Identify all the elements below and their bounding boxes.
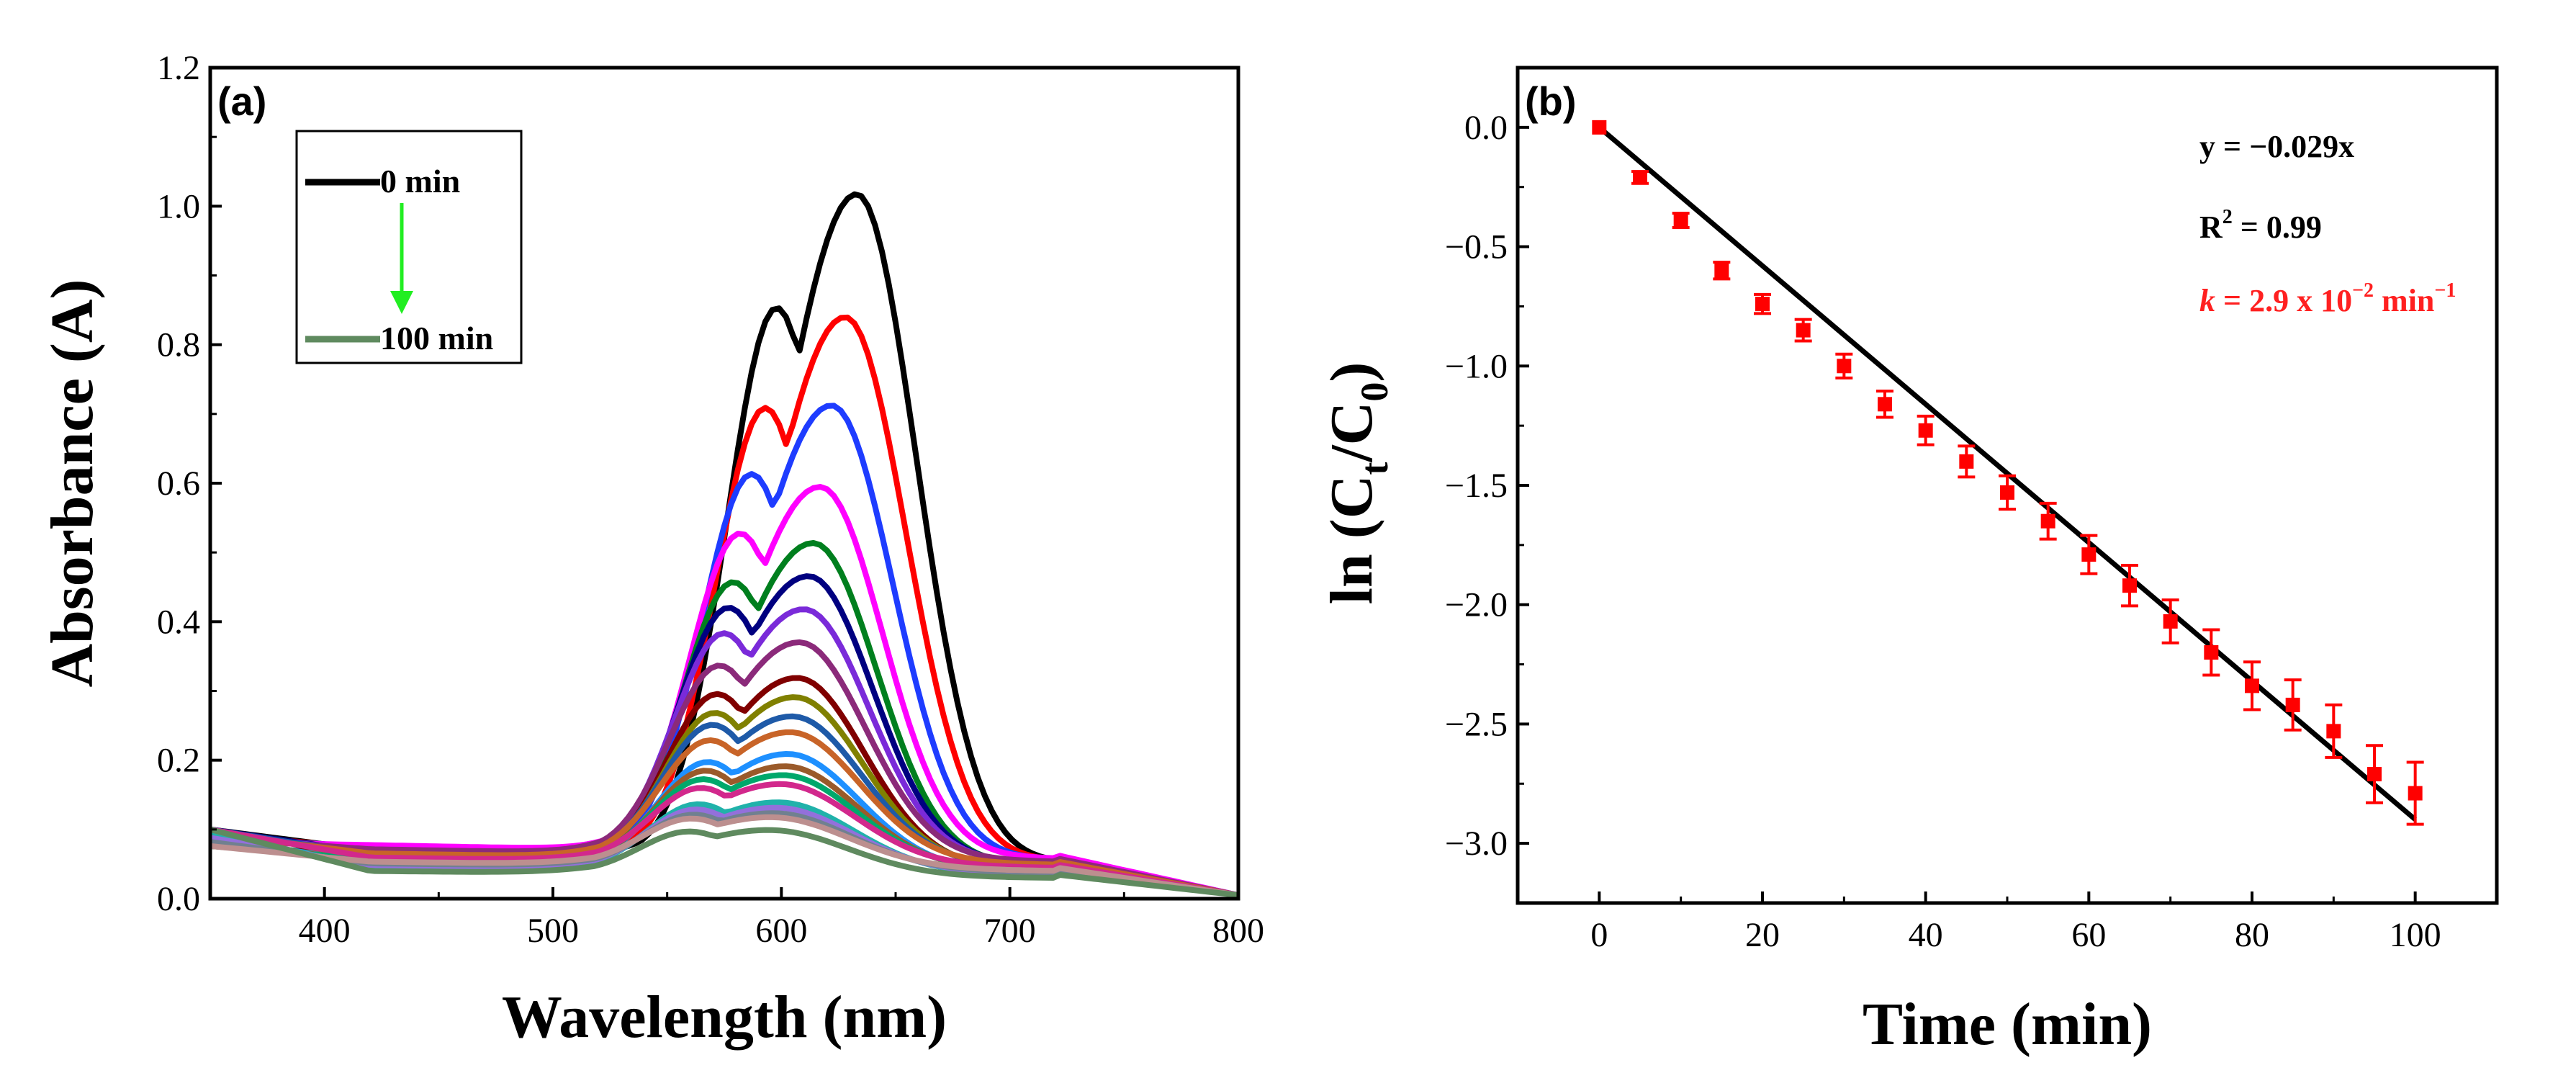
y-tick-label: 0.8 (157, 326, 200, 364)
rate-constant-unit: min (2374, 283, 2434, 318)
y-tick-label: −2.0 (1445, 586, 1508, 624)
rate-constant: k = 2.9 x 10−2 min−1 (2199, 279, 2456, 318)
y-tick-label: −0.5 (1445, 228, 1508, 266)
x-tick-label: 0 (1590, 916, 1608, 954)
data-point (1878, 397, 1892, 412)
data-point (2122, 578, 2137, 593)
legend-label-0min: 0 min (380, 163, 460, 199)
r-squared-sup: 2 (2223, 206, 2233, 228)
y-tick-label: −3.0 (1445, 825, 1508, 863)
y-tick-label: 1.2 (157, 49, 200, 87)
data-point (1755, 297, 1770, 312)
data-point (1959, 454, 1974, 469)
data-point (2245, 678, 2259, 693)
panel-a-x-axis-label: Wavelength (nm) (502, 984, 947, 1051)
legend-arrow-down-icon (390, 291, 413, 314)
data-point (1918, 423, 1933, 438)
fit-equation: y = −0.029x (2199, 129, 2354, 164)
linear-fit-line (1598, 125, 2417, 822)
data-point (1796, 323, 1811, 338)
data-point (2163, 614, 2178, 629)
x-tick-label: 40 (1909, 916, 1943, 954)
x-tick-label: 80 (2235, 916, 2269, 954)
rate-constant-unit-exp: −1 (2434, 279, 2456, 302)
data-point (1714, 263, 1729, 278)
panel-a-spectra (209, 191, 1239, 899)
x-tick-label: 20 (1745, 916, 1780, 954)
data-point (2367, 767, 2382, 782)
rate-constant-symbol: k (2199, 283, 2215, 318)
data-point (1633, 170, 1647, 185)
panel-b-label: (b) (1525, 78, 1577, 124)
panel-a-chart: 400 500 600 700 800 0.0 0.2 0.4 0.6 0.8 1.0 1.2 (a… (39, 49, 1264, 1051)
panel-a-y-ticks: 0.0 0.2 0.4 0.6 0.8 1.0 1.2 (157, 49, 222, 918)
panel-b-data-points (1592, 120, 2424, 826)
spectrum-line (210, 781, 1239, 899)
x-tick-label: 800 (1212, 912, 1264, 950)
y-tick-label: 0.0 (157, 880, 200, 918)
panel-a-y-axis-label: Absorbance (A) (39, 279, 106, 688)
data-point (2285, 697, 2300, 712)
spectrum-line (210, 814, 1239, 899)
data-point (1673, 213, 1688, 228)
data-point (2408, 786, 2423, 801)
panel-b-y-ticks: 0.0 −0.5 −1.0 −1.5 −2.0 −2.5 −3.0 (1445, 109, 1529, 863)
data-point (1592, 120, 1607, 135)
y-tick-label: −1.0 (1445, 347, 1508, 385)
panel-b-chart: 0 20 40 60 80 100 0.0 −0.5 −1.0 −1.5 −2.0 −2.5 −3.0… (1318, 66, 2499, 1058)
panel-a-x-ticks: 400 500 600 700 800 (209, 887, 1264, 950)
r-squared-value: = 0.99 (2233, 210, 2322, 245)
rate-constant-exp: −2 (2352, 279, 2374, 302)
data-point (2040, 513, 2055, 529)
x-tick-label: 100 (2390, 916, 2441, 954)
data-point (2204, 645, 2219, 660)
legend-box (295, 130, 523, 364)
x-tick-label: 60 (2071, 916, 2106, 954)
data-point (2326, 724, 2341, 739)
y-tick-label: −1.5 (1445, 467, 1508, 505)
legend-label-100min: 100 min (380, 320, 493, 356)
y-tick-label: 0.6 (157, 464, 200, 503)
panel-a-legend: 0 min 100 min (295, 130, 523, 364)
x-tick-label: 700 (984, 912, 1036, 950)
rate-constant-value: = 2.9 x 10 (2215, 283, 2352, 318)
y-tick-label: 0.0 (1464, 109, 1508, 147)
y-tick-label: −2.5 (1445, 705, 1508, 743)
x-tick-label: 500 (527, 912, 579, 950)
y-tick-label: 1.0 (157, 187, 200, 225)
spectrum-line (210, 484, 1239, 899)
panel-b-x-axis-label: Time (min) (1863, 991, 2152, 1058)
data-point (2000, 485, 2014, 500)
r-squared-symbol: R (2199, 210, 2223, 245)
y-tick-label: 0.4 (157, 603, 200, 641)
r-squared: R2 = 0.99 (2199, 206, 2322, 245)
panel-b-fit-line (1598, 125, 2417, 822)
panel-b-y-axis-label: ln (Ct/C0) (1318, 362, 1396, 605)
x-tick-label: 600 (755, 912, 807, 950)
data-point (2081, 547, 2097, 562)
y-tick-label: 0.2 (157, 742, 200, 780)
data-point (1837, 359, 1852, 374)
panel-b-x-ticks: 0 20 40 60 80 100 (1516, 891, 2498, 954)
x-tick-label: 400 (299, 912, 351, 950)
panel-a-label: (a) (217, 78, 266, 124)
spectrum-line (210, 729, 1239, 899)
spectrum-line (209, 826, 1239, 899)
